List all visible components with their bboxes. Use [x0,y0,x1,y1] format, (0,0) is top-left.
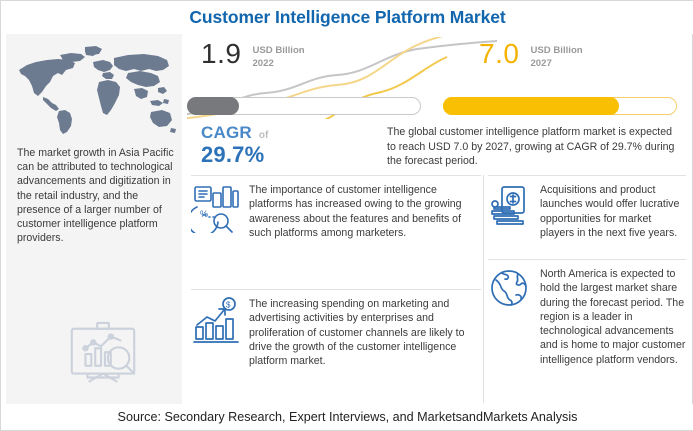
divider-right-middle [488,259,686,260]
source-footer: Source: Secondary Research, Expert Inter… [1,404,693,430]
page-title-bar: Customer Intelligence Platform Market [1,1,693,34]
cagr-of-label: of [258,130,269,141]
presentation-chart-magnifier-icon [62,319,144,397]
insight-text: Acquisitions and product launches would … [540,184,680,239]
source-text: Source: Secondary Research, Expert Inter… [117,410,578,424]
cagr-label: CAGR [201,123,252,142]
data-analytics-report-icon: % [191,183,241,233]
svg-text:%: % [200,209,208,219]
svg-text:$: $ [226,301,231,310]
cagr-description: The global customer intelligence platfor… [387,126,675,167]
globe-icon [488,267,532,311]
bar-chart-growth-dollar-icon: $ [191,297,241,347]
stat-progress-fill [187,97,239,115]
divider-vertical [483,175,484,403]
stat-year: 2022 [252,58,274,69]
cash-money-icon [488,183,532,227]
world-map-icon [10,40,178,136]
divider-middle [191,289,481,290]
stat-progress-fill [443,97,619,115]
region-note-text: The market growth in Asia Pacific can be… [17,147,174,245]
cagr-figure: CAGR of 29.7% [201,123,268,167]
cagr-section: CAGR of 29.7% The global customer intell… [187,123,687,171]
cagr-percent: 29.7% [201,142,265,167]
divider-right-top [488,175,686,176]
stat-progress-bar [443,97,677,115]
divider-top [191,175,481,176]
stat-year: 2027 [530,58,552,69]
insight-text: The importance of customer intelligence … [249,184,462,239]
stat-value: 1.9 [201,38,242,69]
insight-text: North America is expected to hold the la… [540,268,686,366]
stat-value: 7.0 [479,38,520,69]
insight-card-spending: $ The increasing spending on marketing a… [191,297,481,368]
stat-forecast-year: 7.0 USD Billion 2027 [443,37,683,119]
stat-unit: USD Billion [252,45,305,56]
insight-text: The increasing spending on marketing and… [249,298,465,368]
stat-progress-bar [187,97,421,115]
market-size-stats: 1.9 USD Billion 2022 7.0 USD Billion 202… [176,28,687,126]
page-title: Customer Intelligence Platform Market [189,7,506,27]
stat-base-year: 1.9 USD Billion 2022 [187,37,427,119]
insight-card-acquisitions: Acquisitions and product launches would … [488,183,688,240]
region-panel: The market growth in Asia Pacific can be… [6,34,182,406]
stat-unit: USD Billion [530,45,583,56]
insight-card-importance: % The importance of customer intelligenc… [191,183,481,240]
insight-card-north-america: North America is expected to hold the la… [488,267,688,367]
